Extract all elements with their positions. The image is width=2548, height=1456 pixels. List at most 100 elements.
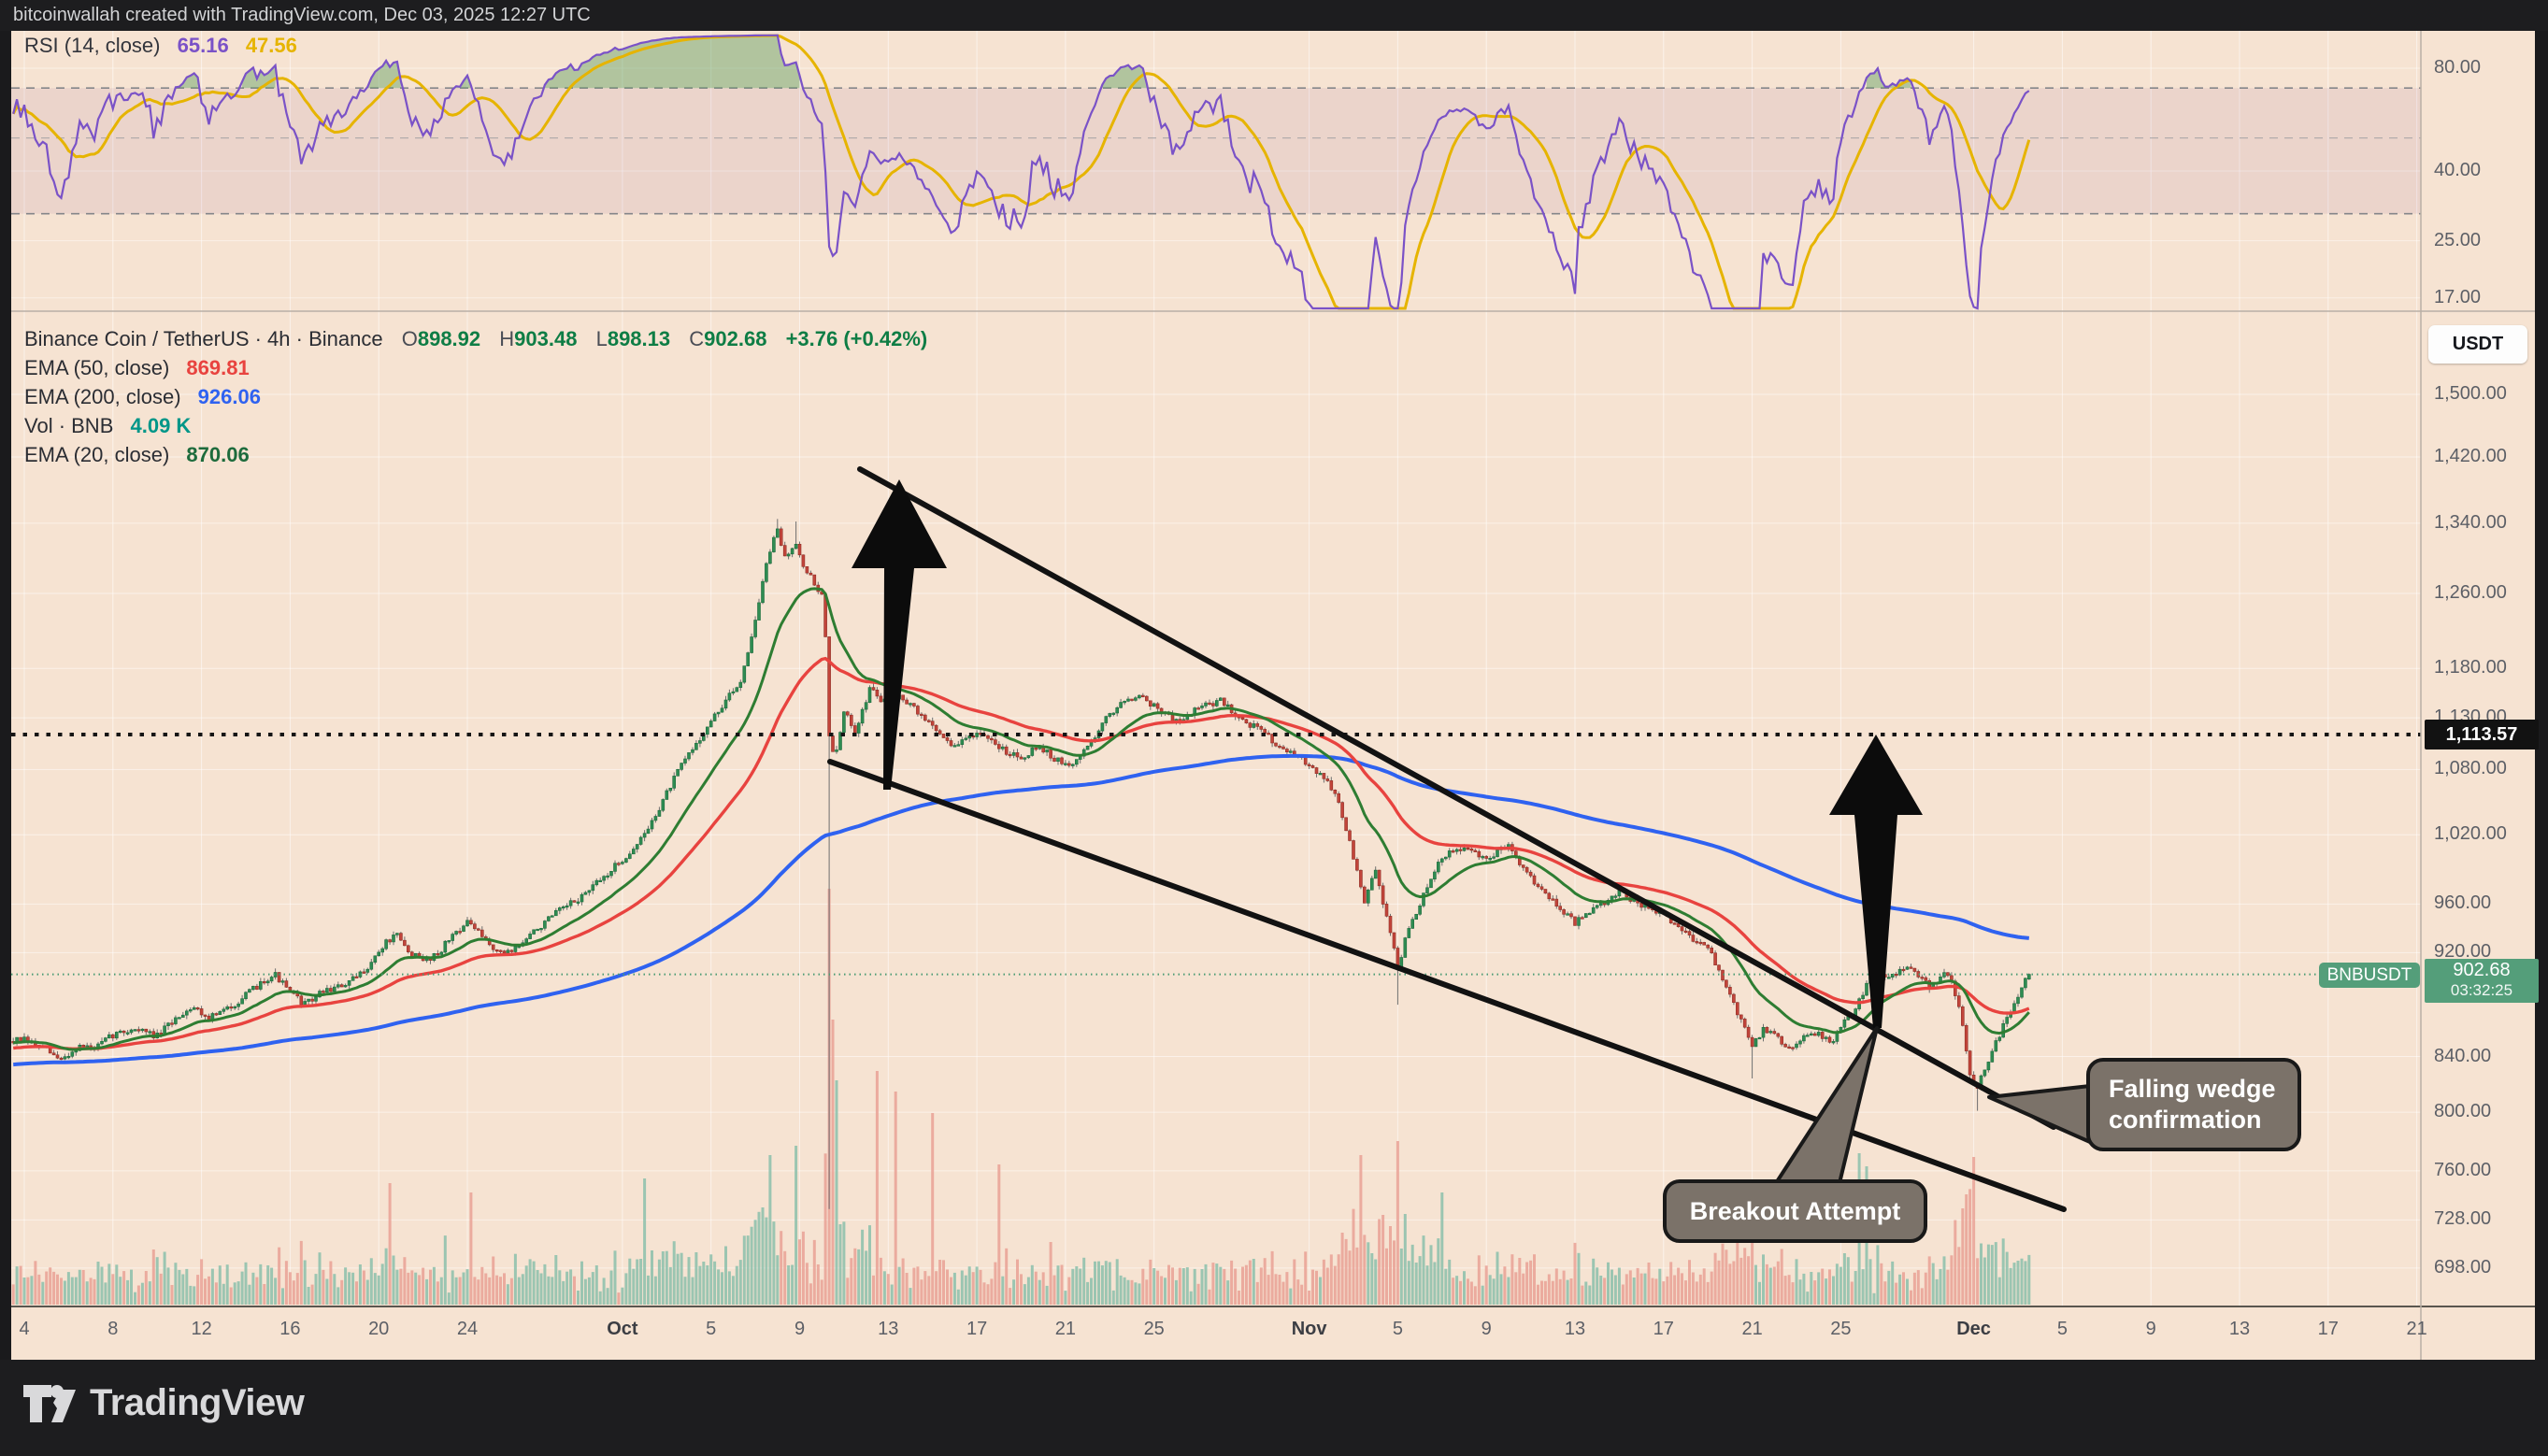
callout-breakout-attempt-text: Breakout Attempt (1689, 1196, 1901, 1225)
callout-falling-wedge[interactable]: Falling wedge confirmation (2086, 1058, 2301, 1151)
last-price-value: 902.68 (2453, 959, 2511, 980)
indicator-row-ema200[interactable]: EMA (200, close) 926.06 (24, 382, 927, 411)
volume-value: 4.09 K (130, 414, 192, 437)
time-axis-label: 21 (1741, 1319, 1763, 1339)
time-axis-label: Dec (1956, 1319, 1991, 1339)
price-axis-label: 698.00 (2434, 1256, 2492, 1278)
ema20-line[interactable] (12, 587, 2030, 1051)
rsi-legend-label: RSI (14, close) (24, 34, 161, 57)
close-label: C (689, 327, 705, 350)
ema50-line[interactable] (12, 656, 2030, 1051)
callout-breakout-attempt-tail (1774, 1026, 1879, 1185)
time-axis-label: 13 (878, 1319, 899, 1339)
price-axis-label: 1,500.00 (2434, 383, 2507, 404)
high-label: H (499, 327, 515, 350)
time-axis-label: 20 (368, 1319, 390, 1339)
time-axis[interactable]: 4 8 12 16 20 24 Oct 5 9 13 17 21 25 Nov 5 9 13 17 21 25 Dec 5… (11, 1306, 2426, 1360)
time-axis-label: 17 (966, 1319, 988, 1339)
time-axis-label: 5 (706, 1319, 717, 1339)
rsi-value: 65.16 (177, 34, 229, 57)
time-axis-label: 9 (794, 1319, 806, 1339)
time-axis-label: 4 (19, 1319, 30, 1339)
up-arrow-october[interactable] (852, 479, 947, 790)
rsi-overbought-fill (1867, 68, 1911, 89)
bar-countdown: 03:32:25 (2450, 980, 2513, 999)
rsi-ma-line[interactable] (11, 34, 2031, 310)
symbol-legend: Binance Coin / TetherUS · 4h · Binance O… (24, 324, 927, 469)
close-value: 902.68 (704, 327, 767, 350)
time-axis-label: Oct (607, 1319, 638, 1339)
open-value: 898.92 (417, 327, 481, 350)
last-price-badge: 902.68 03:32:25 (2425, 958, 2539, 1003)
callout-falling-wedge-text: Falling wedge (2109, 1075, 2276, 1103)
volume-label: Vol · BNB (24, 414, 114, 437)
up-arrow-breakout[interactable] (1829, 735, 1923, 1028)
ema20-label: EMA (20, close) (24, 443, 170, 466)
time-axis-label: 25 (1143, 1319, 1165, 1339)
low-label: L (595, 327, 608, 350)
callout-falling-wedge-tail (1987, 1084, 2092, 1144)
time-axis-label: 21 (1054, 1319, 1077, 1339)
rsi-legend[interactable]: RSI (14, close) 65.16 47.56 (24, 34, 297, 58)
ema200-label: EMA (200, close) (24, 385, 181, 408)
price-axis-label: 800.00 (2434, 1101, 2492, 1122)
rsi-band (11, 88, 2421, 214)
rsi-axis-label: 25.00 (2434, 229, 2482, 250)
symbol-price-tag: BNBUSDT (2319, 962, 2420, 988)
open-label: O (401, 327, 418, 350)
ema20-value: 870.06 (186, 443, 250, 466)
currency-label: USDT (2452, 334, 2504, 354)
symbol-title-row[interactable]: Binance Coin / TetherUS · 4h · Binance O… (24, 324, 927, 353)
price-axis-label: 1,260.00 (2434, 582, 2507, 604)
ema50-label: EMA (50, close) (24, 356, 170, 379)
ema200-line[interactable] (13, 753, 2030, 1067)
attribution-header: bitcoinwallah created with TradingView.c… (0, 0, 2548, 31)
price-axis-label: 920.00 (2434, 941, 2492, 963)
time-axis-label: 8 (107, 1319, 119, 1339)
price-axis-label: 760.00 (2434, 1159, 2492, 1180)
time-axis-label: 9 (1481, 1319, 1492, 1339)
price-axis-label: 1,340.00 (2434, 511, 2507, 533)
rsi-axis-label: 17.00 (2434, 286, 2482, 307)
indicator-row-volume[interactable]: Vol · BNB 4.09 K (24, 411, 927, 440)
price-axis-label: 840.00 (2434, 1045, 2492, 1066)
price-axis-label: 1,180.00 (2434, 657, 2507, 678)
rsi-axis-label: 80.00 (2434, 57, 2482, 78)
price-axis-label: 960.00 (2434, 892, 2492, 914)
time-axis-label: 17 (1653, 1319, 1674, 1339)
time-axis-label: 17 (2317, 1319, 2339, 1339)
high-value: 903.48 (514, 327, 578, 350)
wedge-lower-trendline[interactable] (827, 759, 2067, 1212)
time-axis-label: 13 (2228, 1319, 2251, 1339)
time-axis-label: 9 (2145, 1319, 2156, 1339)
callout-breakout-attempt[interactable]: Breakout Attempt (1663, 1179, 1927, 1243)
rsi-overbought-fill (544, 35, 800, 89)
time-axis-label: Nov (1291, 1319, 1327, 1339)
tradingview-brand-text: TradingView (90, 1382, 305, 1423)
time-axis-label: 13 (1564, 1319, 1586, 1339)
rsi-axis-label: 40.00 (2434, 160, 2482, 180)
tradingview-logo[interactable]: TradingView (22, 1382, 305, 1424)
indicator-row-ema20[interactable]: EMA (20, close) 870.06 (24, 440, 927, 469)
time-axis-label: 16 (279, 1319, 301, 1339)
footer-bar: TradingView (0, 1360, 2548, 1456)
tradingview-logo-icon (23, 1384, 76, 1422)
ema200-value: 926.06 (197, 385, 261, 408)
rsi-ma-value: 47.56 (245, 34, 297, 57)
wedge-upper-trendline[interactable] (857, 466, 2056, 1130)
rsi-line[interactable] (12, 34, 2030, 310)
ema50-value: 869.81 (186, 356, 250, 379)
time-axis-label: 12 (191, 1319, 212, 1339)
change-value: +3.76 (+0.42%) (785, 327, 928, 350)
price-axis-label: 728.00 (2434, 1208, 2492, 1230)
horizontal-line-price-badge: 1,113.57 (2425, 720, 2539, 750)
price-axis-label: 1,020.00 (2434, 823, 2507, 845)
indicator-row-ema50[interactable]: EMA (50, close) 869.81 (24, 353, 927, 382)
callout-falling-wedge-text: confirmation (2109, 1106, 2262, 1134)
time-axis-label: 21 (2406, 1319, 2427, 1339)
price-axis-label: 1,080.00 (2434, 758, 2507, 779)
price-axis[interactable]: 80.00 40.00 25.00 17.00 1,500.00 1,420.00 1,34… (2421, 31, 2533, 1306)
currency-toggle-button[interactable]: USDT (2428, 325, 2527, 364)
attribution-text: bitcoinwallah created with TradingView.c… (13, 5, 591, 25)
